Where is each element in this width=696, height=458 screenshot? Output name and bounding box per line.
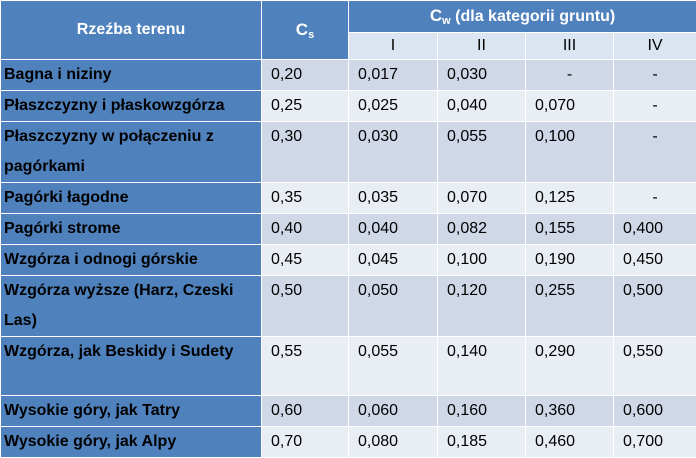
cs-value-cell: 0,50 [262, 276, 349, 337]
cw-value-cell-4: 0,600 [614, 396, 696, 427]
cw-value-cell-1: 0,080 [349, 427, 438, 458]
cw-value-cell-4: 0,700 [614, 427, 696, 458]
cw-value-cell-3: 0,360 [526, 396, 614, 427]
cw-value-cell-3: 0,190 [526, 245, 614, 276]
header-cw-main: C [430, 6, 442, 25]
cw-value-cell-4: - [614, 122, 696, 183]
cw-value-cell-2: 0,120 [438, 276, 526, 337]
header-category-3: III [526, 33, 614, 60]
header-category-4: IV [614, 33, 696, 60]
cs-value-cell: 0,20 [262, 60, 349, 91]
cs-value-cell: 0,25 [262, 91, 349, 122]
cw-value-cell-2: 0,070 [438, 183, 526, 214]
cw-value-cell-2: 0,140 [438, 337, 526, 396]
cw-value-cell-2: 0,030 [438, 60, 526, 91]
terrain-name-cell: Wzgórza wyższe (Harz, Czeski Las) [1, 276, 262, 337]
cw-value-cell-1: 0,025 [349, 91, 438, 122]
cw-value-cell-4: - [614, 91, 696, 122]
cw-value-cell-1: 0,035 [349, 183, 438, 214]
cw-value-cell-3: 0,255 [526, 276, 614, 337]
terrain-name-cell: Pagórki strome [1, 214, 262, 245]
cw-value-cell-3: 0,290 [526, 337, 614, 396]
cw-value-cell-4: - [614, 60, 696, 91]
header-cs-main: C [296, 20, 308, 39]
cw-value-cell-4: 0,450 [614, 245, 696, 276]
cw-value-cell-1: 0,050 [349, 276, 438, 337]
cw-value-cell-1: 0,060 [349, 396, 438, 427]
cw-value-cell-2: 0,185 [438, 427, 526, 458]
cw-value-cell-1: 0,017 [349, 60, 438, 91]
terrain-name-cell: Płaszczyzny w połączeniu z pagórkami [1, 122, 262, 183]
terrain-name-cell: Pagórki łagodne [1, 183, 262, 214]
cs-value-cell: 0,70 [262, 427, 349, 458]
header-cw-rest: (dla kategorii gruntu) [451, 8, 615, 25]
cw-value-cell-4: 0,550 [614, 337, 696, 396]
header-cw-sub: w [442, 15, 451, 27]
cw-value-cell-1: 0,040 [349, 214, 438, 245]
header-category-1: I [349, 33, 438, 60]
terrain-name-cell: Wysokie góry, jak Alpy [1, 427, 262, 458]
cw-value-cell-2: 0,055 [438, 122, 526, 183]
terrain-name-cell: Bagna i niziny [1, 60, 262, 91]
cw-value-cell-2: 0,100 [438, 245, 526, 276]
cs-value-cell: 0,30 [262, 122, 349, 183]
terrain-name-cell: Wysokie góry, jak Tatry [1, 396, 262, 427]
cs-value-cell: 0,55 [262, 337, 349, 396]
header-cs: Cs [262, 1, 349, 60]
cw-value-cell-2: 0,160 [438, 396, 526, 427]
terrain-name-cell: Wzgórza i odnogi górskie [1, 245, 262, 276]
cw-value-cell-3: 0,155 [526, 214, 614, 245]
header-terrain: Rzeźba terenu [1, 1, 262, 60]
cw-value-cell-4: 0,500 [614, 276, 696, 337]
cw-value-cell-2: 0,040 [438, 91, 526, 122]
cw-value-cell-2: 0,082 [438, 214, 526, 245]
header-cw: Cw (dla kategorii gruntu) [349, 1, 696, 33]
cs-value-cell: 0,60 [262, 396, 349, 427]
cw-value-cell-3: 0,070 [526, 91, 614, 122]
cs-value-cell: 0,35 [262, 183, 349, 214]
header-category-2: II [438, 33, 526, 60]
cw-value-cell-1: 0,030 [349, 122, 438, 183]
cw-value-cell-3: 0,460 [526, 427, 614, 458]
cs-value-cell: 0,40 [262, 214, 349, 245]
header-cs-sub: s [308, 29, 314, 41]
terrain-name-cell: Wzgórza, jak Beskidy i Sudety [1, 337, 262, 396]
terrain-name-cell: Płaszczyzny i płaskowzgórza [1, 91, 262, 122]
cw-value-cell-3: - [526, 60, 614, 91]
cw-value-cell-4: - [614, 183, 696, 214]
cw-value-cell-4: 0,400 [614, 214, 696, 245]
cw-value-cell-1: 0,055 [349, 337, 438, 396]
cw-value-cell-3: 0,100 [526, 122, 614, 183]
cw-value-cell-3: 0,125 [526, 183, 614, 214]
cs-value-cell: 0,45 [262, 245, 349, 276]
cw-value-cell-1: 0,045 [349, 245, 438, 276]
